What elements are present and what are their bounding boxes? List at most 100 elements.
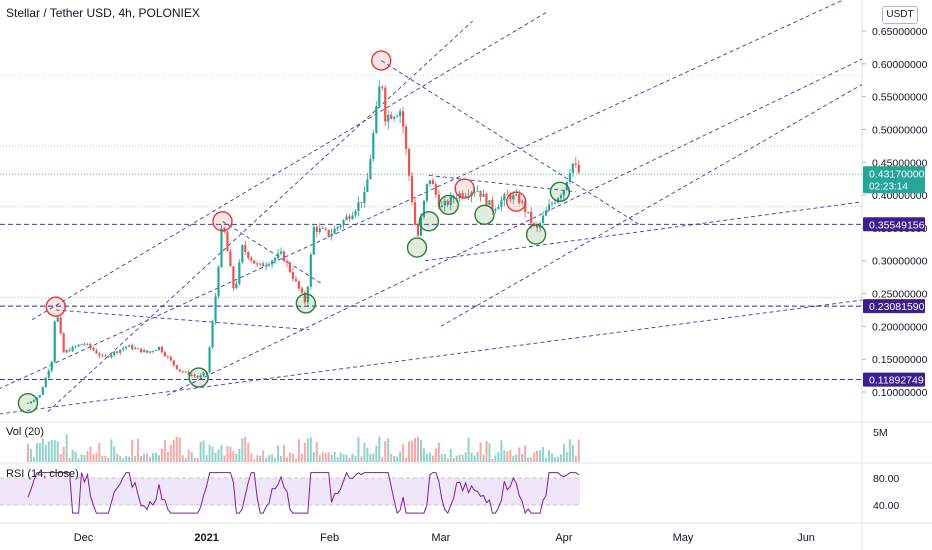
candle-body <box>309 254 312 287</box>
volume-bar <box>408 441 411 462</box>
candle-body <box>553 202 557 204</box>
volume-bar <box>74 451 77 462</box>
candle-body <box>497 206 500 210</box>
candle-body <box>32 400 35 402</box>
volume-bar <box>461 454 464 462</box>
candle-body <box>232 266 235 289</box>
candle-body <box>410 175 414 203</box>
candle-body <box>434 184 437 195</box>
volume-bar <box>149 456 152 462</box>
volume-bar <box>265 457 268 462</box>
candle-body <box>300 288 303 293</box>
candle-body <box>253 260 256 264</box>
volume-bar <box>375 445 378 462</box>
candle-body <box>187 371 190 376</box>
candle-body <box>336 226 339 229</box>
candle-countdown: 02:23:14 <box>869 181 908 192</box>
candle-body <box>214 296 217 322</box>
trend-line <box>47 20 473 413</box>
swing-high-marker <box>454 178 475 199</box>
candle-body <box>393 116 396 119</box>
candle-body <box>464 195 467 197</box>
candle-body <box>339 225 342 227</box>
candle-body <box>226 231 229 252</box>
swing-low-marker <box>525 224 547 245</box>
candle-body <box>250 257 253 261</box>
volume-bar <box>548 450 551 462</box>
candle-body <box>544 210 548 216</box>
candle-body <box>550 203 554 205</box>
volume-bar <box>101 455 104 462</box>
volume-bar <box>59 454 62 462</box>
currency-unit-button[interactable]: USDT <box>882 6 918 24</box>
volume-bar <box>345 454 348 462</box>
candle-body <box>92 348 95 351</box>
candle-body <box>190 375 193 376</box>
price-tick-label: 0.20000000 <box>872 321 928 333</box>
level-price-badge <box>863 217 925 232</box>
candle-body <box>574 163 577 165</box>
candle-body <box>342 220 345 226</box>
volume-bar <box>181 455 184 462</box>
price-tick-label: 0.45000000 <box>872 157 928 169</box>
candle-body <box>80 343 83 345</box>
candle-body <box>148 351 152 353</box>
volume-bar <box>512 455 515 462</box>
volume-bar <box>369 454 372 462</box>
candle-body <box>518 194 521 203</box>
candle-body <box>369 159 372 180</box>
candle-body <box>247 251 250 258</box>
candle-body <box>62 333 65 353</box>
candle-body <box>467 195 470 197</box>
volume-bar <box>193 457 196 462</box>
volume-bar <box>104 455 107 462</box>
price-tick-label: 0.55000000 <box>872 92 928 104</box>
candle-body <box>196 376 199 378</box>
volume-bar <box>95 452 98 462</box>
volume-bar <box>577 439 580 462</box>
volume-bar <box>223 455 226 462</box>
volume-bar <box>113 446 116 462</box>
candle-body <box>178 369 181 372</box>
volume-bar <box>190 451 193 462</box>
candle-body <box>157 346 161 351</box>
candle-body <box>503 194 506 201</box>
candle-body <box>276 253 280 259</box>
candle-body <box>279 251 283 254</box>
swing-low-marker <box>418 211 440 232</box>
candle-body <box>38 394 41 398</box>
candle-body <box>473 191 476 193</box>
volume-bar <box>184 458 187 462</box>
volume-bar <box>303 442 306 462</box>
volume-bar <box>315 442 318 462</box>
volume-bar <box>312 452 315 462</box>
candle-body <box>482 193 485 197</box>
candle-body <box>26 403 30 404</box>
candle-body <box>50 361 53 371</box>
volume-bar <box>220 445 223 462</box>
candle-body <box>404 126 408 149</box>
volume-bar <box>205 455 208 462</box>
price-tick-label: 0.15000000 <box>872 354 928 366</box>
volume-bar <box>402 444 405 462</box>
time-tick-label: Jun <box>797 532 815 544</box>
volume-bar <box>372 453 375 462</box>
time-tick-label: 2021 <box>194 532 218 544</box>
volume-bar <box>47 441 50 462</box>
candle-body <box>56 317 59 322</box>
candle-body <box>125 346 128 349</box>
candle-body <box>128 345 131 347</box>
candle-body <box>568 172 571 182</box>
candle-body <box>416 224 420 236</box>
volume-bar <box>399 451 402 462</box>
volume-bar <box>390 453 393 462</box>
volume-bar <box>309 437 312 462</box>
swing-low-marker <box>17 392 39 414</box>
swing-low-marker <box>295 293 317 314</box>
candle-body <box>110 354 113 358</box>
candle-body <box>119 349 122 353</box>
volume-bar <box>253 459 256 462</box>
candle-body <box>74 346 77 348</box>
volume-bar <box>405 457 408 462</box>
